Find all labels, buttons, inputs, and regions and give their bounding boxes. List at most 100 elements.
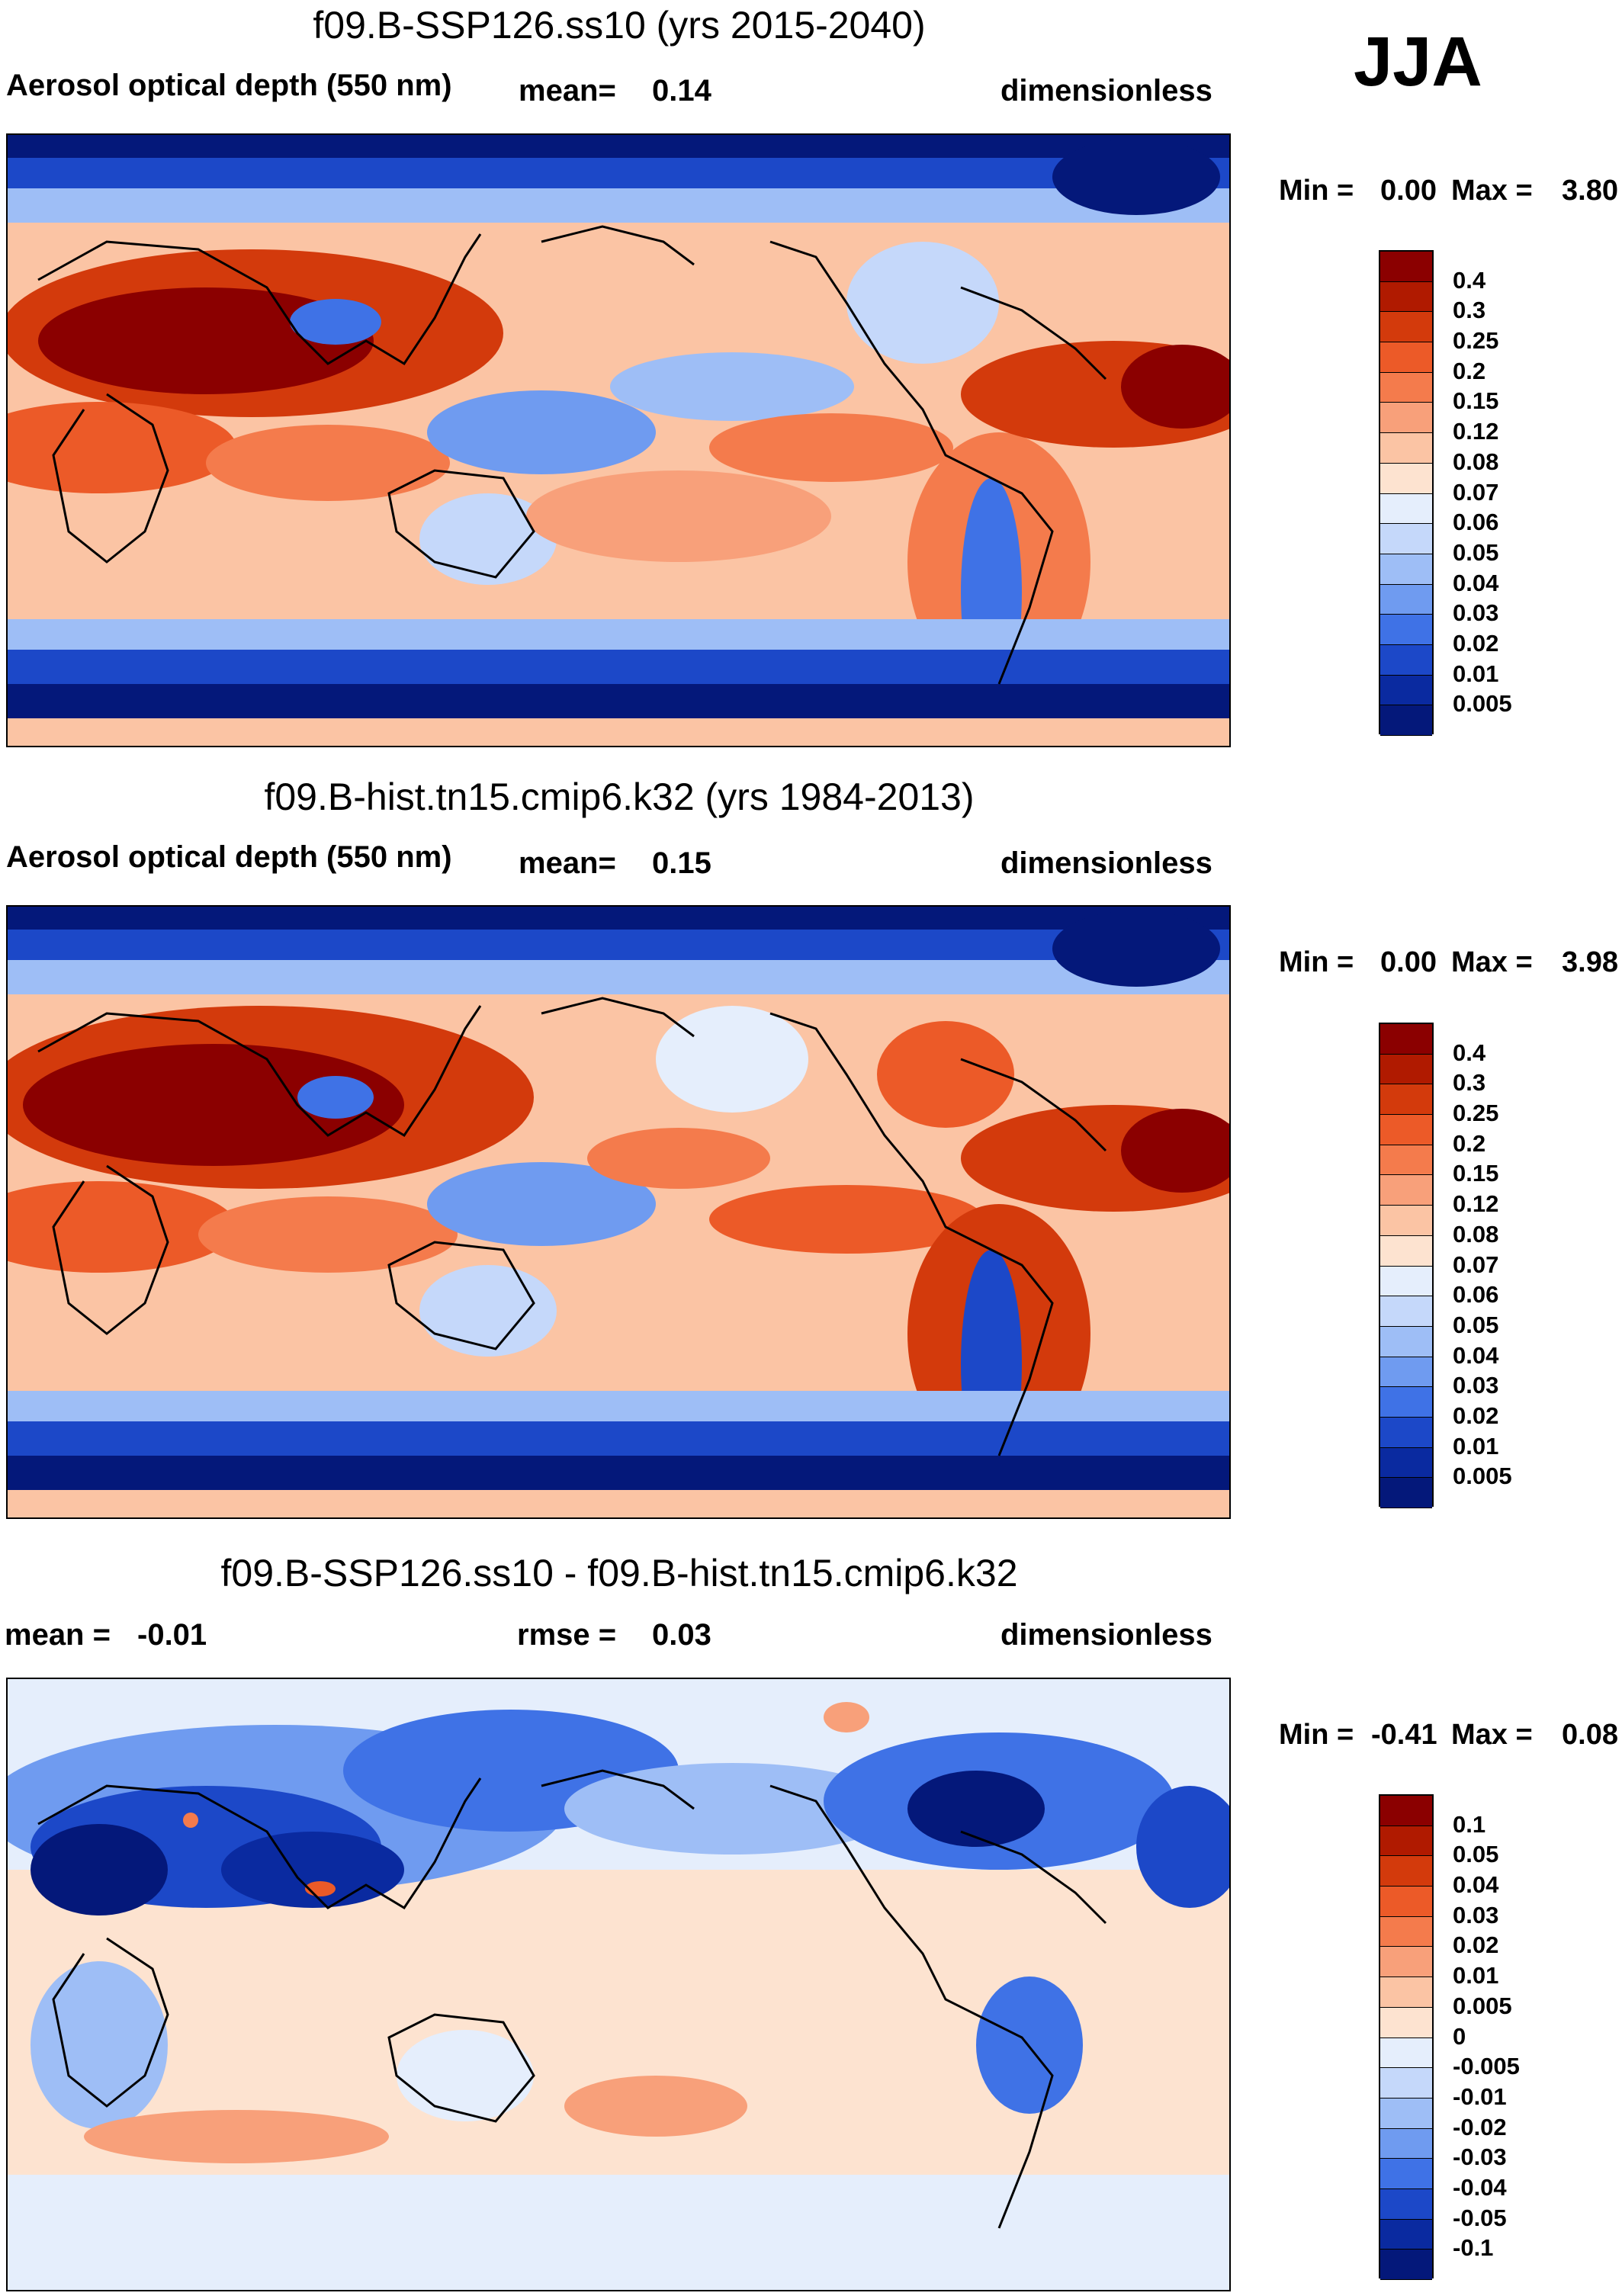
colorbar-tick-label: -0.02 [1453, 2113, 1507, 2140]
colorbar-swatch [1380, 1887, 1432, 1917]
colorbar-swatch [1380, 554, 1432, 585]
colorbar-tick-label: 0.12 [1453, 418, 1499, 445]
colorbar-swatch [1380, 1326, 1432, 1357]
colorbar-tick-label: 0.04 [1453, 1871, 1499, 1899]
panel-1-units: dimensionless [1001, 74, 1212, 108]
colorbar-swatch [1380, 1977, 1432, 2008]
panel-1-variable-label: Aerosol optical depth (550 nm) [6, 69, 452, 102]
panel-2-title: f09.B-hist.tn15.cmip6.k32 (yrs 1984-2013… [264, 776, 975, 818]
colorbar-tick-label: 0.005 [1453, 1992, 1512, 2019]
colorbar-tick-label: 0.07 [1453, 1251, 1499, 1278]
colorbar-tick-label: 0.04 [1453, 1341, 1499, 1369]
panel-3-mean-value: -0.01 [137, 1618, 207, 1652]
colorbar-swatch [1380, 2219, 1432, 2250]
colorbar-swatch [1380, 615, 1432, 645]
colorbar-tick-label: -0.04 [1453, 2173, 1507, 2201]
colorbar-swatch [1380, 493, 1432, 525]
panel-3-max-label: Max = [1451, 1719, 1533, 1751]
colorbar-tick-label: -0.05 [1453, 2204, 1507, 2231]
colorbar-tick-label: 0.25 [1453, 327, 1499, 355]
colorbar-swatch [1380, 342, 1432, 373]
colorbar-swatch [1380, 1826, 1432, 1857]
colorbar-swatch [1380, 1796, 1432, 1826]
panel-3-rmse-value: 0.03 [652, 1618, 711, 1652]
colorbar-swatch [1380, 1175, 1432, 1206]
colorbar-tick-label: 0.01 [1453, 660, 1499, 687]
panel-2-mean-label: mean= [519, 846, 616, 880]
colorbar-tick-label: 0 [1453, 2022, 1466, 2050]
colorbar-tick-label: -0.01 [1453, 2082, 1507, 2110]
panel-2-min-label: Min = [1279, 946, 1354, 978]
colorbar-tick-label: 0.02 [1453, 1932, 1499, 1959]
colorbar-tick-label: 0.15 [1453, 1160, 1499, 1187]
panel-2-max-value: 3.98 [1562, 946, 1618, 978]
colorbar-swatch [1380, 2098, 1432, 2129]
panel-1-title: f09.B-SSP126.ss10 (yrs 2015-2040) [313, 4, 926, 47]
colorbar-swatch [1380, 2159, 1432, 2189]
colorbar-swatch [1380, 1417, 1432, 1448]
colorbar-tick-label: 0.08 [1453, 1220, 1499, 1248]
colorbar-tick-label: 0.3 [1453, 1069, 1486, 1097]
colorbar-tick-label: 0.1 [1453, 1810, 1486, 1838]
colorbar-swatch [1380, 1084, 1432, 1116]
colorbar-tick-label: 0.05 [1453, 1841, 1499, 1868]
colorbar-swatch [1380, 1054, 1432, 1085]
colorbar-tick-label: 0.01 [1453, 1432, 1499, 1459]
colorbar-tick-label: 0.005 [1453, 690, 1512, 718]
colorbar-tick-label: 0.02 [1453, 1402, 1499, 1429]
panel-3-min-value: -0.41 [1371, 1719, 1437, 1751]
colorbar-tick-label: -0.03 [1453, 2143, 1507, 2171]
colorbar-swatch [1380, 403, 1432, 434]
colorbar-swatch [1380, 2068, 1432, 2099]
colorbar-swatch [1380, 1916, 1432, 1948]
colorbar-tick-label: 0.005 [1453, 1463, 1512, 1490]
colorbar-swatch [1380, 2249, 1432, 2280]
panel-3-map [6, 1678, 1231, 2291]
colorbar-tick-label: 0.04 [1453, 569, 1499, 596]
colorbar-swatch [1380, 1115, 1432, 1145]
colorbar-swatch [1380, 1266, 1432, 1297]
colorbar-swatch [1380, 1145, 1432, 1176]
panel-3-title: f09.B-SSP126.ss10 - f09.B-hist.tn15.cmip… [220, 1552, 1018, 1594]
colorbar-swatch [1380, 1447, 1432, 1479]
colorbar-swatch [1380, 705, 1432, 736]
colorbar-tick-label: -0.005 [1453, 2053, 1520, 2080]
panel-2-mean-value: 0.15 [652, 846, 711, 880]
colorbar-swatch [1380, 252, 1432, 282]
colorbar-swatch [1380, 675, 1432, 706]
panel-2-variable-label: Aerosol optical depth (550 nm) [6, 840, 452, 874]
panel-3-rmse-label: rmse = [517, 1618, 617, 1652]
panel-3-colorbar [1379, 1794, 1434, 2280]
colorbar-swatch [1380, 1947, 1432, 1978]
colorbar-swatch [1380, 1235, 1432, 1267]
colorbar-tick-label: 0.3 [1453, 297, 1486, 324]
colorbar-swatch [1380, 433, 1432, 464]
colorbar-swatch [1380, 1387, 1432, 1418]
colorbar-tick-label: 0.25 [1453, 1100, 1499, 1127]
colorbar-tick-label: 0.05 [1453, 1311, 1499, 1338]
colorbar-swatch [1380, 644, 1432, 676]
colorbar-swatch [1380, 2007, 1432, 2038]
colorbar-swatch [1380, 312, 1432, 343]
panel-1-map [6, 133, 1231, 747]
colorbar-swatch [1380, 524, 1432, 554]
colorbar-tick-label: 0.02 [1453, 629, 1499, 657]
colorbar-swatch [1380, 372, 1432, 403]
colorbar-tick-label: 0.2 [1453, 1129, 1486, 1157]
colorbar-swatch [1380, 1206, 1432, 1236]
colorbar-swatch [1380, 2037, 1432, 2069]
colorbar-tick-label: 0.4 [1453, 1039, 1486, 1066]
colorbar-tick-label: 0.08 [1453, 448, 1499, 475]
colorbar-swatch [1380, 1856, 1432, 1887]
colorbar-tick-label: 0.15 [1453, 387, 1499, 415]
panel-2-units: dimensionless [1001, 846, 1212, 880]
colorbar-swatch [1380, 584, 1432, 615]
panel-1-mean-label: mean= [519, 74, 616, 108]
colorbar-tick-label: 0.05 [1453, 538, 1499, 566]
panel-1-colorbar [1379, 250, 1434, 736]
season-label: JJA [1354, 23, 1482, 101]
panel-1-mean-value: 0.14 [652, 74, 711, 108]
colorbar-swatch [1380, 2128, 1432, 2160]
colorbar-swatch [1380, 1357, 1432, 1388]
colorbar-swatch [1380, 281, 1432, 313]
